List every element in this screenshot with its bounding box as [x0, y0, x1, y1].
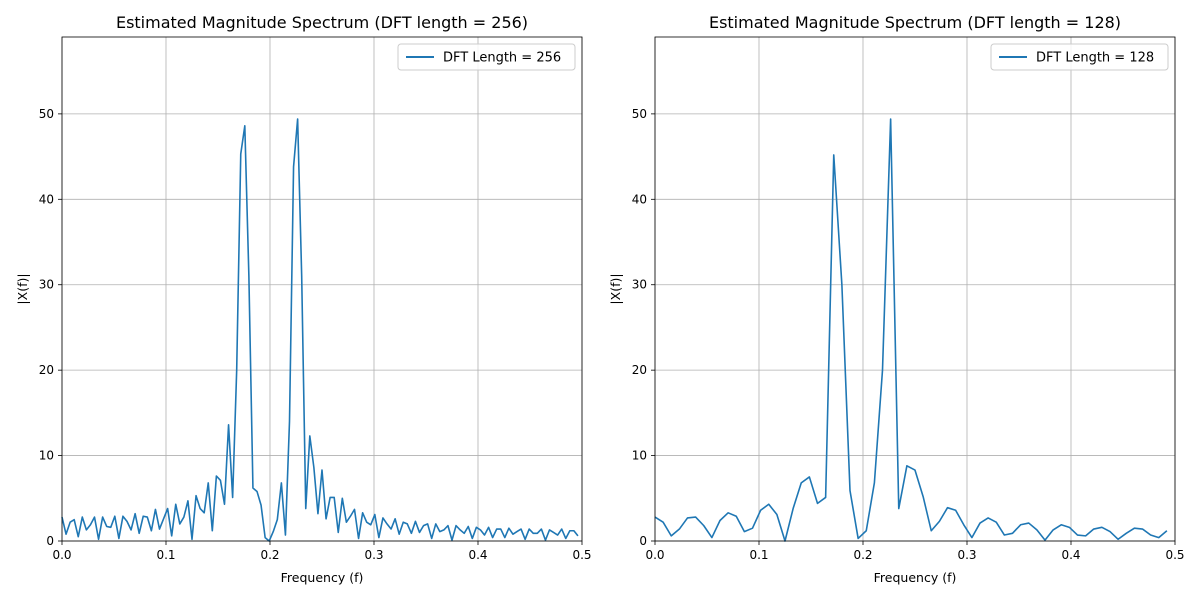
- x-tick-label: 0.2: [260, 548, 279, 562]
- grid: [654, 37, 1176, 542]
- legend-box: [990, 43, 1169, 71]
- axes-frame: [61, 36, 583, 542]
- y-tick-label: 30: [39, 278, 54, 292]
- legend: DFT Length = 256: [397, 43, 576, 71]
- chart-title: Estimated Magnitude Spectrum (DFT length…: [709, 13, 1121, 32]
- x-tick-label: 0.3: [364, 548, 383, 562]
- x-tick-label: 0.3: [957, 548, 976, 562]
- y-tick-label: 10: [39, 449, 54, 463]
- y-axis-label: |X(f)|: [608, 273, 623, 304]
- y-tick-label: 30: [632, 278, 647, 292]
- x-tick-label: 0.4: [468, 548, 487, 562]
- x-tick-label: 0.4: [1061, 548, 1080, 562]
- y-tick-label: 20: [39, 363, 54, 377]
- series-line: [61, 118, 579, 542]
- x-tick-label: 0.1: [156, 548, 175, 562]
- series-line: [654, 118, 1168, 542]
- x-tick-label: 0.0: [52, 548, 71, 562]
- y-tick-label: 40: [632, 192, 647, 206]
- y-tick-label: 0: [639, 534, 647, 548]
- x-tick-label: 0.0: [645, 548, 664, 562]
- series-layer: [61, 118, 579, 542]
- ticks: 0.0 0.1 0.2 0.3 0.4 0.5 0 10 20 30 40 50: [632, 107, 1185, 562]
- legend: DFT Length = 128: [990, 43, 1169, 71]
- x-tick-label: 0.5: [572, 548, 591, 562]
- chart-title: Estimated Magnitude Spectrum (DFT length…: [116, 13, 528, 32]
- x-tick-label: 0.5: [1165, 548, 1184, 562]
- axes-frame: [654, 36, 1176, 542]
- legend-box: [397, 43, 576, 71]
- chart-dft-256: Estimated Magnitude Spectrum (DFT length…: [15, 13, 592, 585]
- x-axis-label: Frequency (f): [281, 570, 364, 585]
- y-tick-label: 20: [632, 363, 647, 377]
- y-tick-label: 0: [46, 534, 54, 548]
- chart-dft-128: Estimated Magnitude Spectrum (DFT length…: [608, 13, 1185, 585]
- x-tick-label: 0.1: [749, 548, 768, 562]
- y-tick-label: 40: [39, 192, 54, 206]
- legend-entry: DFT Length = 128: [1036, 51, 1154, 66]
- x-axis-label: Frequency (f): [874, 570, 957, 585]
- y-tick-label: 50: [632, 107, 647, 121]
- grid: [61, 37, 583, 542]
- y-axis-label: |X(f)|: [15, 273, 30, 304]
- y-tick-label: 10: [632, 449, 647, 463]
- series-layer: [654, 118, 1168, 542]
- x-tick-label: 0.2: [853, 548, 872, 562]
- legend-entry: DFT Length = 256: [443, 51, 561, 66]
- ticks: 0.0 0.1 0.2 0.3 0.4 0.5 0 10 20 30 40 50: [39, 107, 592, 562]
- y-tick-label: 50: [39, 107, 54, 121]
